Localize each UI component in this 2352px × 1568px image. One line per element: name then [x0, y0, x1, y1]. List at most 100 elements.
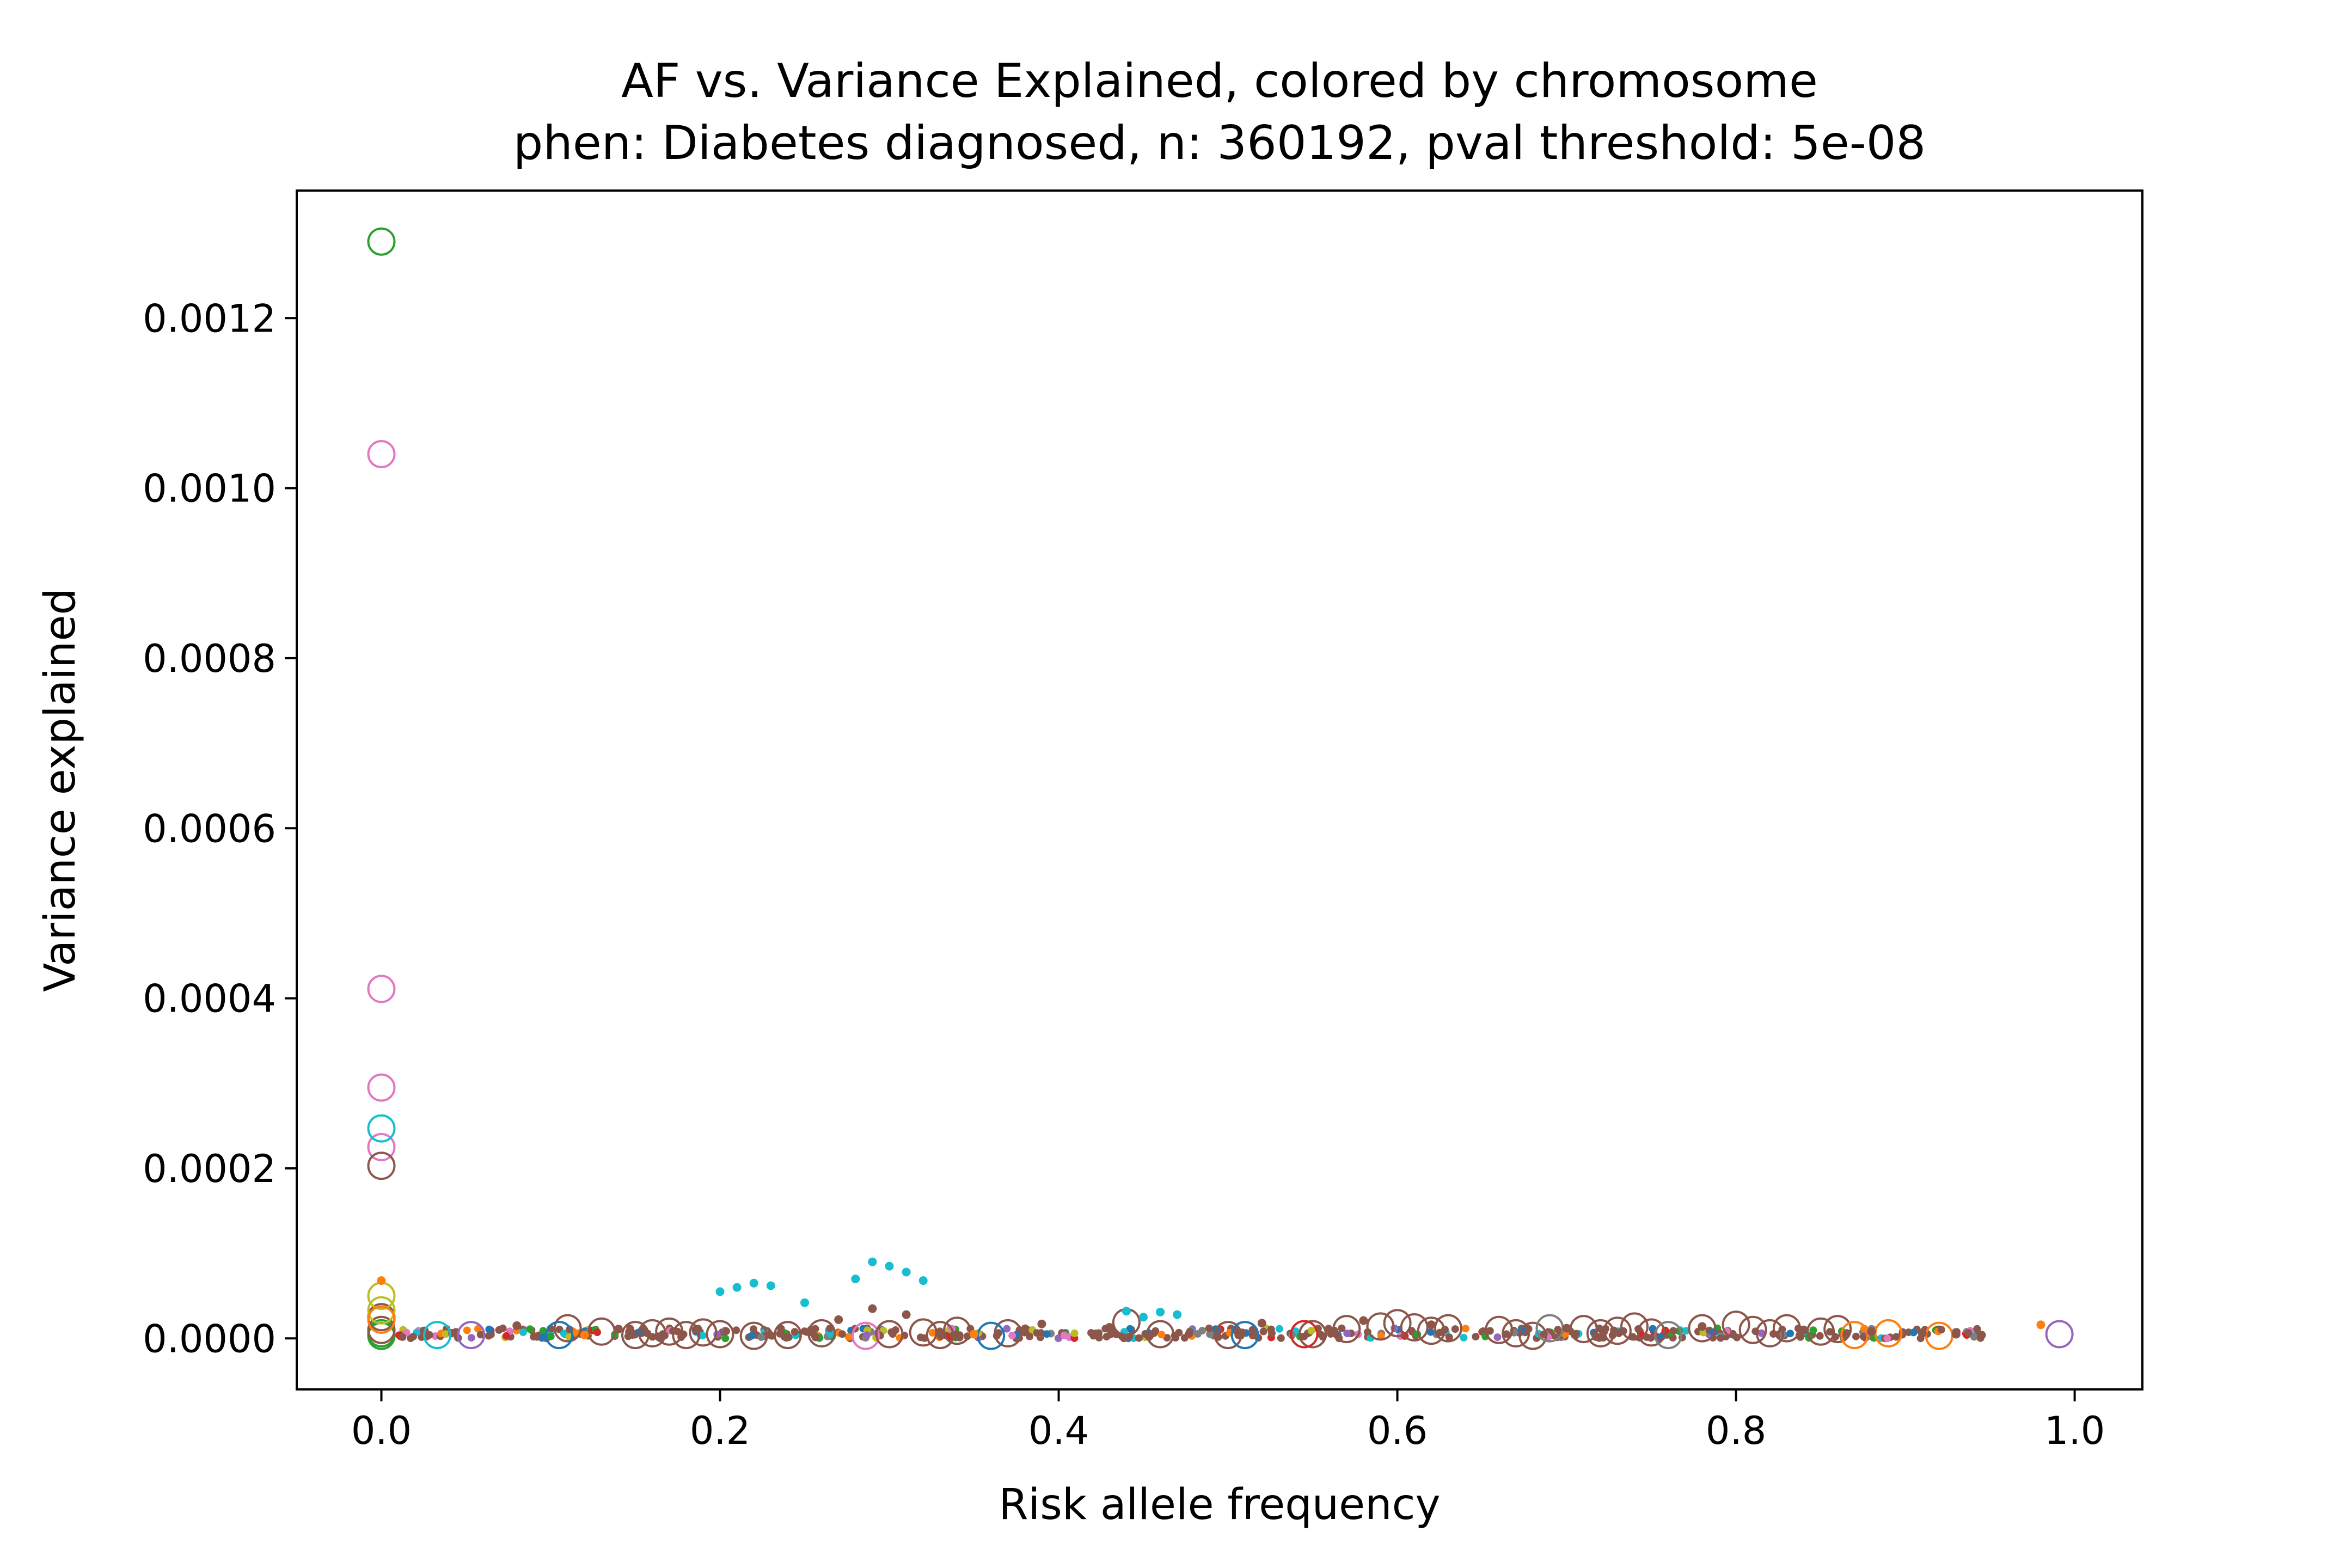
y-axis-label: Variance explained [36, 588, 85, 992]
baseline-dot [1343, 1330, 1351, 1338]
baseline-dot [1937, 1326, 1945, 1334]
baseline-dot [1460, 1333, 1468, 1342]
baseline-dot [1964, 1329, 1973, 1337]
baseline-dot [732, 1326, 740, 1334]
y-tick-label: 0.0002 [143, 1147, 276, 1191]
baseline-dot [1033, 1329, 1041, 1337]
baseline-dot [1486, 1327, 1494, 1335]
baseline-dot [1126, 1325, 1134, 1333]
data-point-circle [1755, 1319, 1784, 1347]
baseline-dot [1054, 1334, 1062, 1343]
chart-subtitle: phen: Diabetes diagnosed, n: 360192, pva… [513, 116, 1926, 170]
baseline-dot [890, 1328, 898, 1336]
data-point-circle [1417, 1316, 1445, 1345]
baseline-dot [1021, 1324, 1029, 1332]
baseline-dot [1669, 1327, 1677, 1335]
baseline-dot [467, 1334, 475, 1342]
data-point-circle [1502, 1319, 1530, 1347]
baseline-dot [928, 1328, 936, 1337]
baseline-dot [1445, 1333, 1453, 1342]
baseline-dot [625, 1328, 633, 1336]
data-point-circle [1620, 1312, 1649, 1341]
data-point-dot [1426, 1320, 1436, 1330]
data-point-circle [367, 1315, 396, 1344]
data-point-dot [800, 1298, 809, 1307]
data-point-circle [807, 1319, 836, 1347]
data-point-dot [766, 1281, 775, 1290]
baseline-dot [800, 1327, 808, 1336]
baseline-dot [1883, 1334, 1891, 1343]
x-tick-label: 0.4 [1028, 1408, 1089, 1453]
baseline-dot [757, 1333, 765, 1341]
baseline-dot [1325, 1325, 1333, 1333]
baseline-dot [1338, 1324, 1346, 1332]
data-point-circle [1366, 1312, 1395, 1341]
data-point-dot [1698, 1322, 1707, 1331]
baseline-dot [1826, 1328, 1834, 1336]
baseline-dot [593, 1328, 601, 1337]
baseline-dot [1095, 1329, 1103, 1337]
data-point-circle [1722, 1310, 1750, 1339]
y-tick-label: 0.0008 [143, 636, 276, 681]
baseline-dot [1554, 1326, 1562, 1334]
data-point-circle [1738, 1315, 1767, 1344]
data-point-dot [885, 1261, 894, 1271]
baseline-dot [766, 1331, 774, 1339]
data-point-circle [1840, 1321, 1869, 1350]
baseline-dot [936, 1332, 945, 1340]
data-point-circle [1298, 1320, 1327, 1349]
data-point-circle [1332, 1315, 1361, 1344]
data-point-circle [367, 1114, 396, 1143]
baseline-dot [1970, 1333, 1978, 1341]
baseline-dot [538, 1333, 547, 1342]
baseline-dot [1816, 1332, 1824, 1340]
baseline-dot [463, 1326, 471, 1334]
data-point-circle [1586, 1319, 1615, 1347]
data-point-circle [875, 1320, 904, 1349]
baseline-dot [1973, 1325, 1981, 1333]
baseline-dot [1259, 1327, 1267, 1336]
baseline-dot [791, 1328, 799, 1336]
y-tick-label: 0.0010 [143, 467, 276, 511]
baseline-dot [1003, 1325, 1011, 1333]
data-point-dot [2036, 1320, 2045, 1330]
data-point-dot [732, 1283, 742, 1292]
baseline-dot [526, 1325, 534, 1333]
baseline-dot [863, 1331, 871, 1339]
baseline-dot [1461, 1325, 1469, 1333]
data-point-circle [423, 1321, 452, 1350]
baseline-dot [1909, 1328, 1918, 1337]
baseline-dot [1102, 1333, 1111, 1341]
data-point-dot [1139, 1313, 1148, 1322]
data-point-dot [1173, 1310, 1182, 1319]
data-point-circle [926, 1321, 954, 1350]
data-point-dot [377, 1276, 386, 1285]
data-point-dot [970, 1330, 978, 1339]
baseline-dot [1060, 1331, 1068, 1339]
baseline-dot [1135, 1334, 1143, 1342]
data-point-circle [672, 1321, 701, 1350]
baseline-dot [1717, 1334, 1725, 1342]
data-point-circle [587, 1317, 616, 1346]
data-point-circle [942, 1316, 971, 1345]
data-point-circle [852, 1321, 880, 1350]
baseline-dot [721, 1334, 730, 1343]
data-points-layer [367, 227, 2074, 1350]
data-point-circle [1400, 1313, 1429, 1342]
data-point-circle [367, 1073, 396, 1102]
data-point-circle [1383, 1309, 1412, 1338]
ticks-layer: 0.0 0.2 0.4 0.6 0.8 1.0 0.0000 0.0002 0.0004 0.00… [143, 296, 2105, 1453]
baseline-dot [811, 1333, 819, 1342]
data-point-circle [1290, 1320, 1319, 1349]
data-point-dot [1562, 1324, 1571, 1333]
baseline-dot [1892, 1333, 1900, 1341]
data-point-dot [580, 1331, 589, 1340]
data-point-dot [834, 1315, 843, 1324]
baseline-dot [499, 1324, 507, 1332]
baseline-dot [1157, 1331, 1166, 1339]
baseline-dot [1472, 1333, 1480, 1341]
baseline-dot [503, 1332, 510, 1340]
data-point-dot [1105, 1323, 1114, 1332]
baseline-dot [750, 1325, 757, 1333]
